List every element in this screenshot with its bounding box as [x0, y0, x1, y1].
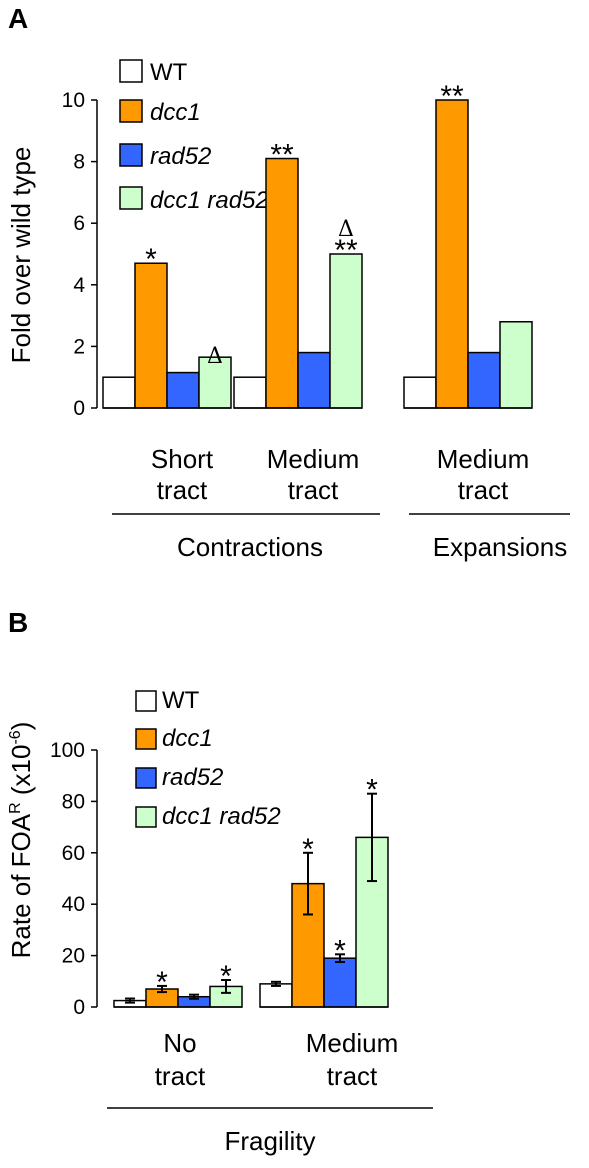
delta-annotation: Δ: [207, 344, 223, 369]
category-label: Short: [151, 444, 214, 474]
panel-a-legend: WT dcc1 rad52 dcc1 rad52: [119, 59, 269, 214]
y-tick-label: 60: [62, 842, 85, 865]
bar-WT: [233, 376, 267, 409]
y-tick-label: 0: [73, 397, 85, 420]
bar-rad52: [166, 371, 200, 409]
legend-swatch-rad52: [119, 143, 143, 167]
y-tick-label: 10: [62, 89, 85, 112]
bar-dcc1-rad52: [499, 321, 533, 409]
legend-swatch-rad52: [135, 767, 157, 789]
legend-label-wt: WT: [162, 687, 200, 714]
bar-WT: [259, 983, 293, 1008]
significance-annotation: *: [302, 833, 314, 866]
supergroup-label: Fragility: [224, 1126, 315, 1156]
supergroup-label: Expansions: [433, 532, 567, 562]
category-label: tract: [458, 475, 509, 505]
y-tick-label: 0: [73, 996, 85, 1019]
y-tick-label: 80: [62, 790, 85, 813]
bar-rad52: [467, 351, 501, 409]
delta-annotation: Δ: [338, 217, 354, 242]
legend-swatch-wt: [135, 690, 157, 712]
panel-b-ylabel: Rate of FOAR (x10-6): [6, 722, 36, 959]
legend-label-wt: WT: [150, 59, 188, 86]
y-tick-label: 4: [73, 274, 85, 297]
y-tick-label: 100: [50, 739, 85, 762]
legend-swatch-wt: [119, 59, 143, 83]
significance-annotation: *: [145, 243, 157, 276]
legend-label-dcc1-rad52: dcc1 rad52: [162, 803, 281, 830]
category-label: No: [163, 1028, 196, 1058]
bar-dcc1-rad52: [329, 253, 363, 409]
y-tick-label: 2: [73, 335, 85, 358]
category-label: tract: [157, 475, 208, 505]
significance-annotation: *: [220, 960, 232, 993]
legend-label-rad52: rad52: [150, 143, 211, 170]
y-tick-label: 40: [62, 893, 85, 916]
significance-annotation: *: [366, 774, 378, 807]
bar-WT: [102, 376, 136, 409]
significance-annotation: **: [334, 234, 358, 267]
y-tick-label: 20: [62, 945, 85, 968]
supergroup-label: Contractions: [177, 532, 323, 562]
legend-label-rad52: rad52: [162, 764, 223, 791]
category-label: tract: [288, 475, 339, 505]
panel-a-plot: 0246810*ΔShorttract****ΔMediumtract**Med…: [62, 80, 570, 562]
panel-a-label: A: [8, 3, 28, 34]
legend-label-dcc1: dcc1: [162, 725, 213, 752]
category-label: Medium: [306, 1028, 398, 1058]
y-tick-label: 6: [73, 212, 85, 235]
bar-rad52: [297, 351, 331, 409]
significance-annotation: *: [156, 966, 168, 999]
significance-annotation: **: [270, 139, 294, 172]
legend-swatch-dcc1-rad52: [135, 806, 157, 828]
category-label: Medium: [267, 444, 359, 474]
y-tick-label: 8: [73, 151, 85, 174]
bar-dcc1: [265, 157, 299, 409]
panel-b-legend: WT dcc1 rad52 dcc1 rad52: [135, 687, 281, 830]
bar-WT: [403, 376, 437, 409]
legend-swatch-dcc1: [119, 99, 143, 123]
legend-label-dcc1: dcc1: [150, 99, 201, 126]
panel-a-ylabel: Fold over wild type: [6, 147, 36, 364]
category-label: tract: [327, 1061, 378, 1091]
significance-annotation: **: [440, 80, 464, 113]
significance-annotation: *: [334, 934, 346, 967]
legend-swatch-dcc1: [135, 728, 157, 750]
bar-dcc1: [435, 99, 469, 409]
panel-b-label: B: [8, 607, 28, 638]
bar-dcc1: [134, 262, 168, 409]
category-label: tract: [155, 1061, 206, 1091]
legend-label-dcc1-rad52: dcc1 rad52: [150, 187, 269, 214]
legend-swatch-dcc1-rad52: [119, 186, 143, 210]
category-label: Medium: [437, 444, 529, 474]
